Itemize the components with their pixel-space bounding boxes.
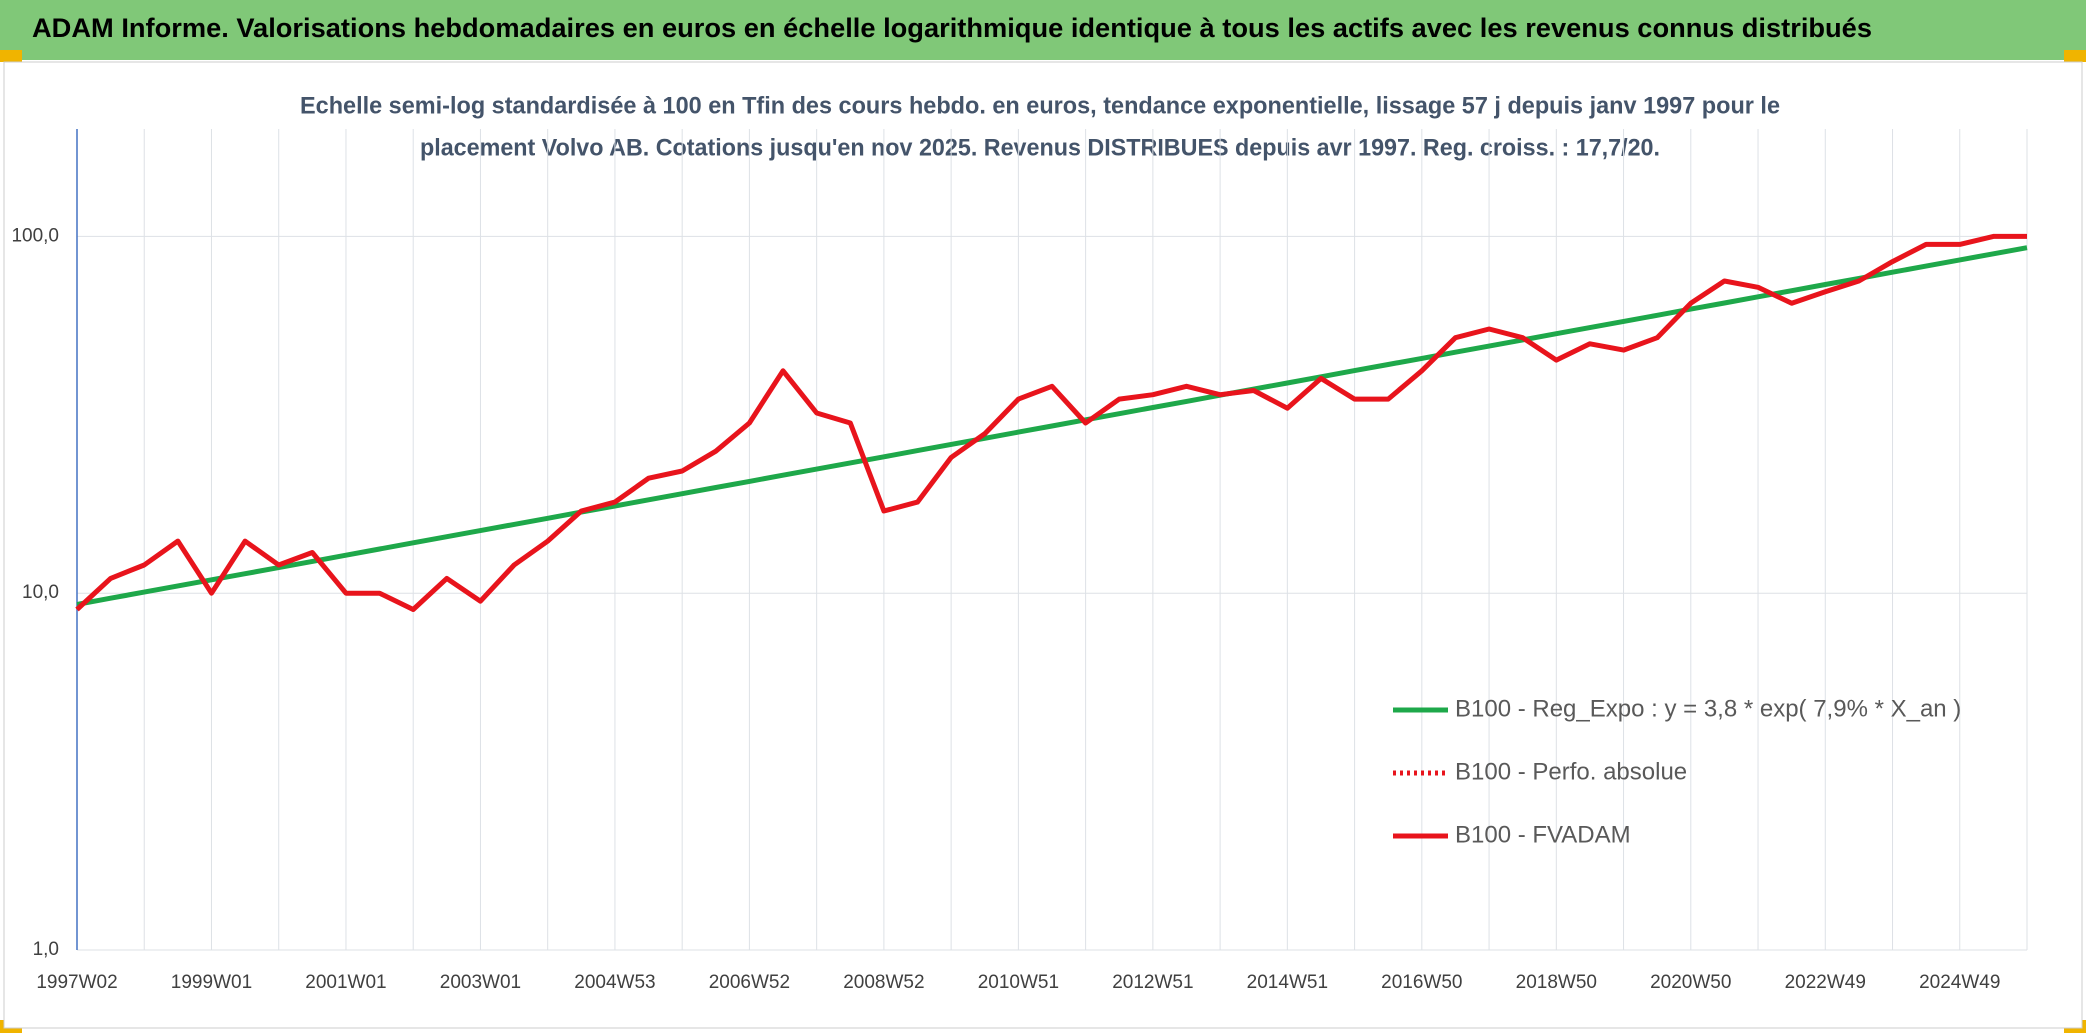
x-tick-label: 2003W01 <box>440 972 521 993</box>
y-tick-label: 1,0 <box>33 939 59 960</box>
chart-frame <box>3 61 2083 1029</box>
subtitle: Echelle semi-log standardisée à 100 en T… <box>300 92 1780 119</box>
corner <box>2064 50 2086 62</box>
corner <box>0 50 22 62</box>
header-band <box>0 0 2086 60</box>
legend-label: B100 - FVADAM <box>1455 821 1631 848</box>
series-line <box>75 233 2027 612</box>
x-tick-label: 2008W52 <box>843 972 924 993</box>
x-tick-label: 2014W51 <box>1247 972 1328 993</box>
x-tick-label: 1997W02 <box>36 972 117 993</box>
legend-label: B100 - Perfo. absolue <box>1455 758 1687 785</box>
y-tick-label: 10,0 <box>22 582 59 603</box>
x-tick-label: 2001W01 <box>305 972 386 993</box>
legend-label: B100 - Reg_Expo : y = 3,8 * exp( 7,9% * … <box>1455 695 1961 722</box>
series-line <box>76 245 2028 607</box>
x-tick-label: 2020W50 <box>1650 972 1731 993</box>
x-tick-label: 2010W51 <box>978 972 1059 993</box>
x-tick-label: 1999W01 <box>171 972 252 993</box>
subtitle: placement Volvo AB. Cotations jusqu'en n… <box>420 134 1660 161</box>
x-tick-label: 2024W49 <box>1919 972 2000 993</box>
x-tick-label: 2016W50 <box>1381 972 1462 993</box>
y-tick-label: 100,0 <box>11 225 59 246</box>
x-tick-label: 2004W53 <box>574 972 655 993</box>
x-tick-label: 2018W50 <box>1516 972 1597 993</box>
chart-title: ADAM Informe. Valorisations hebdomadaire… <box>32 13 1872 43</box>
x-tick-label: 2006W52 <box>709 972 790 993</box>
x-tick-label: 2022W49 <box>1785 972 1866 993</box>
x-tick-label: 2012W51 <box>1112 972 1193 993</box>
